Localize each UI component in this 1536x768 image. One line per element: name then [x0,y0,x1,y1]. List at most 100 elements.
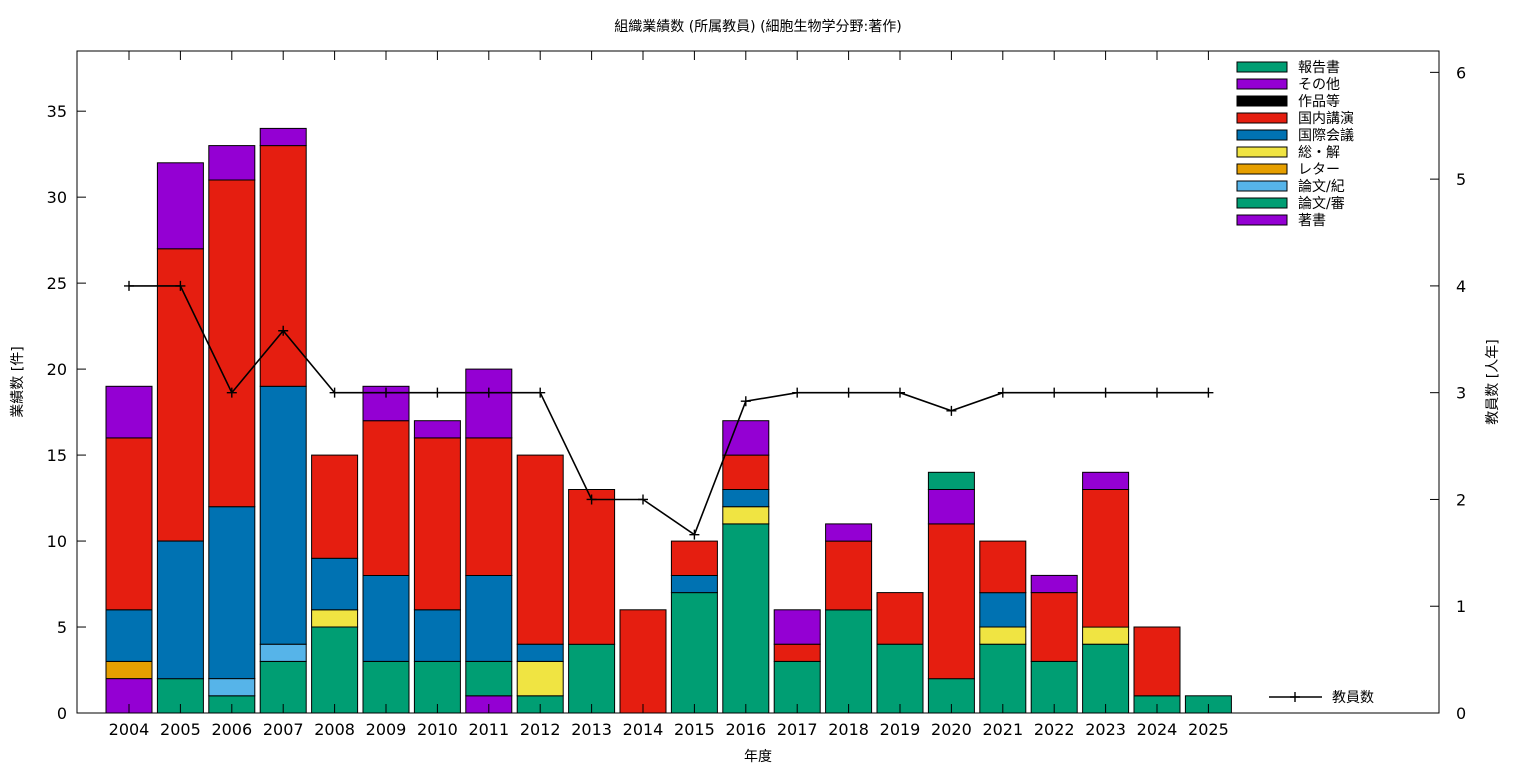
bar-2008-series-6 [311,454,359,559]
chart-title: 組織業績数 (所属教員) (細胞生物学分野:著作) [614,19,901,35]
bar-2011-series-8 [465,368,513,439]
bar-2010-series-5 [413,609,461,662]
x-tick-label: 2011 [468,720,509,739]
faculty-count-point [175,280,186,291]
bar-2011-series-1 [465,660,513,697]
bar-2018-series-6 [825,540,873,611]
y2-tick-label: 2 [1456,490,1466,509]
bar-2013-series-6 [568,489,616,645]
legend-label-faculty: 教員数 [1332,690,1374,706]
faculty-count-point [843,387,854,398]
y2-tick-label: 0 [1456,704,1466,723]
bar-2005-series-6 [156,248,204,542]
y-tick-label: 35 [47,102,67,121]
x-tick-label: 2024 [1137,720,1178,739]
y-tick-label: 15 [47,446,67,465]
x-tick-label: 2018 [828,720,869,739]
bar-2018-series-8 [825,523,873,542]
bar-2014-series-6 [619,609,667,714]
bar-2006-series-6 [208,179,256,508]
bar-2017-series-6 [773,643,821,662]
x-tick-label: 2023 [1085,720,1126,739]
faculty-count-point [278,325,289,336]
y2-axis-label: 教員数 [人年] [1485,339,1501,424]
legend-swatch [1236,146,1288,158]
bar-2021-series-6 [979,540,1027,594]
bar-2011-series-6 [465,437,513,576]
faculty-count-point [329,387,340,398]
bar-2004-series-6 [105,437,153,611]
x-tick-label: 2022 [1034,720,1075,739]
legend-swatch [1236,112,1288,124]
plot-frame [76,50,1440,714]
faculty-count-point [638,494,648,505]
bar-2016-series-4 [722,506,770,525]
x-tick-label: 2004 [109,720,150,739]
faculty-count-point [124,280,134,291]
faculty-count-point [586,494,597,505]
bar-2009-series-6 [362,420,410,577]
legend-label: レター [1298,162,1340,178]
legend-swatch [1236,95,1288,107]
bar-2023-series-4 [1082,626,1130,645]
x-tick-label: 2015 [674,720,715,739]
y-tick-label: 25 [47,274,67,293]
y-axis-label: 業績数 [件] [10,346,26,417]
legend-swatch [1236,78,1288,90]
bar-2004-series-8 [105,385,153,439]
bar-2010-series-8 [413,420,461,439]
faculty-count-point [226,387,237,398]
x-tick-label: 2008 [314,720,355,739]
legend-swatch [1236,163,1288,175]
faculty-count-point [381,387,391,398]
bar-2020-series-6 [927,523,975,680]
bar-2015-series-1 [670,592,718,714]
legend-label: 著書 [1298,213,1326,229]
legend-label: 報告書 [1298,60,1340,76]
bar-2020-series-9 [927,471,975,490]
bar-2019-series-1 [876,643,924,714]
x-tick-label: 2005 [160,720,201,739]
legend-swatch [1236,214,1288,226]
bar-2018-series-1 [825,609,873,714]
bar-2019-series-6 [876,592,924,645]
x-tick-label: 2006 [211,720,252,739]
bar-2023-series-8 [1082,471,1130,490]
bar-2012-series-6 [516,454,564,645]
x-tick-label: 2007 [263,720,304,739]
bar-2009-series-5 [362,574,410,662]
x-tick-label: 2020 [931,720,972,739]
y-tick-label: 10 [47,532,67,551]
bar-2008-series-1 [311,626,359,714]
legend-label: その他 [1298,77,1340,93]
bars-layer [105,127,1232,714]
bar-2011-series-5 [465,574,513,662]
bar-2006-series-2 [208,678,256,697]
faculty-count-point [689,529,700,540]
faculty-count-point [1049,387,1060,398]
bar-2023-series-6 [1082,489,1130,628]
y-tick-label: 5 [57,618,67,637]
faculty-count-point [483,387,494,398]
y2-tick-label: 3 [1456,384,1466,403]
legend-swatch [1236,61,1288,73]
x-tick-label: 2021 [982,720,1023,739]
legend-line-marker [1290,692,1300,702]
bar-2015-series-6 [670,540,718,576]
faculty-count-point [432,387,443,398]
legend-label: 国際会議 [1298,127,1354,144]
legend-label: 作品等 [1298,93,1340,110]
faculty-count-point [535,387,546,398]
bar-2010-series-6 [413,437,461,611]
bar-2021-series-5 [979,592,1027,628]
bar-2016-series-1 [722,523,770,714]
bar-2007-series-6 [259,145,307,387]
y2-tick-label: 6 [1456,63,1466,82]
bar-2022-series-8 [1030,574,1078,594]
legend-swatch [1236,129,1288,141]
legend-label: 総・解 [1298,145,1340,161]
x-axis-label: 年度 [744,749,772,765]
line-layer [124,280,1214,540]
